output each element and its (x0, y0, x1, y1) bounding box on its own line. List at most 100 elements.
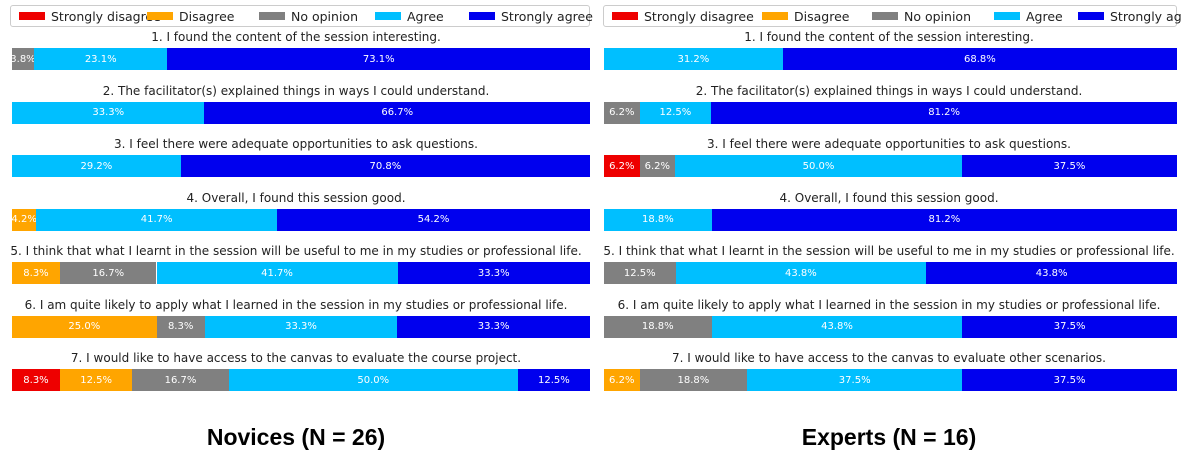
segment-label: 3.8% (12, 53, 34, 65)
segment-label: 37.5% (1053, 374, 1086, 386)
stacked-bar: 33.3% 66.7% (12, 101, 590, 124)
legend-item: Strongly disagree (19, 6, 161, 26)
bar-segment: 41.7% (156, 262, 398, 284)
segment-label: 50.0% (357, 374, 390, 386)
legend-label: Strongly agree (1110, 8, 1181, 24)
panel-title: Novices (N = 26) (206, 424, 386, 450)
bar-segment: 12.5% (604, 262, 676, 284)
segment-label: 23.1% (84, 53, 117, 65)
legend-swatch (469, 12, 495, 20)
legend-label: Disagree (179, 8, 235, 24)
bar-segment: 12.5% (639, 101, 712, 124)
legend-swatch (1078, 12, 1104, 20)
segment-label: 37.5% (838, 374, 871, 386)
question-title: 7. I would like to have access to the ca… (672, 351, 1106, 365)
legend-item: Agree (375, 6, 444, 26)
legend-swatch (612, 12, 638, 20)
bar-segment: 6.2% (604, 155, 640, 177)
segment-label: 18.8% (641, 214, 674, 225)
question-title: 4. Overall, I found this session good. (186, 190, 406, 205)
legend-label: Disagree (794, 8, 850, 24)
bar-segment: 18.8% (639, 369, 748, 391)
legend-item: Strongly agree (469, 6, 593, 26)
segment-label: 6.2% (609, 107, 635, 118)
legend-swatch (872, 12, 898, 20)
legend-item: Strongly agree (1078, 6, 1181, 26)
segment-label: 6.2% (644, 160, 671, 172)
segment-label: 12.5% (623, 267, 656, 279)
stacked-bar: 6.2% 12.5% 81.2% (604, 101, 1177, 124)
segment-label: 81.2% (928, 107, 960, 118)
bar-segment: 43.8% (675, 262, 927, 284)
segment-label: 66.7% (381, 107, 414, 118)
stacked-bar: 8.3% 12.5% 16.7% 50.0% 12.5% (12, 369, 590, 391)
stacked-bar: 18.8% 43.8% 37.5% (604, 315, 1177, 338)
question-title: 3. I feel there were adequate opportunit… (707, 137, 1071, 151)
bar-segment: 33.3% (204, 315, 398, 338)
segment-label: 33.3% (477, 267, 510, 279)
bar-segment: 23.1% (33, 48, 168, 70)
bar-segment: 3.8% (12, 48, 34, 70)
bar-segment: 43.8% (926, 262, 1177, 284)
legend-label: No opinion (904, 8, 971, 24)
legend-item: No opinion (259, 6, 358, 26)
bar-segment: 33.3% (397, 315, 590, 338)
bar-segment: 37.5% (962, 369, 1177, 391)
segment-label: 16.7% (164, 374, 197, 386)
legend-item: No opinion (872, 6, 971, 26)
segment-label: 50.0% (802, 160, 835, 172)
legend-label: No opinion (291, 8, 358, 24)
legend-label: Strongly disagree (51, 8, 161, 24)
bar-segment: 33.3% (12, 101, 205, 124)
segment-label: 43.8% (785, 267, 817, 279)
question-title: 5. I think that what I learnt in the ses… (10, 244, 582, 258)
bar-segment: 70.8% (180, 155, 590, 177)
stacked-bar: 8.3% 16.7% 41.7% 33.3% (12, 262, 590, 284)
segment-label: 33.3% (477, 321, 510, 332)
segment-label: 37.5% (1053, 321, 1086, 332)
bar-segment: 81.2% (711, 208, 1177, 231)
bar-segment: 12.5% (59, 369, 133, 391)
bar-segment: 37.5% (747, 369, 963, 391)
bar-segment: 6.2% (604, 101, 640, 124)
question-title: 2. The facilitator(s) explained things i… (695, 83, 1083, 98)
stacked-bar: 29.2% 70.8% (12, 155, 590, 177)
bar-segment: 29.2% (12, 155, 181, 177)
panel-title: Experts (N = 16) (801, 424, 977, 450)
stacked-bar: 25.0% 8.3% 33.3% 33.3% (12, 315, 590, 338)
legend-label: Strongly disagree (644, 8, 754, 24)
stacked-bar: 18.8% 81.2% (604, 208, 1177, 231)
bar-segment: 31.2% (604, 48, 783, 70)
stacked-bar: 6.2% 6.2% 50.0% 37.5% (604, 155, 1177, 177)
segment-label: 25.0% (68, 321, 101, 332)
legend-swatch (147, 12, 173, 20)
bar-segment: 25.0% (12, 315, 157, 338)
legend-item: Disagree (762, 6, 849, 26)
bar-segment: 8.3% (156, 315, 205, 338)
legend-swatch (994, 12, 1020, 20)
bar-segment: 43.8% (711, 315, 963, 338)
question-title: 1. I found the content of the session in… (151, 30, 441, 44)
legend-item: Agree (994, 6, 1063, 26)
stacked-bar: 12.5% 43.8% 43.8% (604, 262, 1177, 284)
experts-panel: Strongly disagree Disagree No opinion Agree… (597, 0, 1181, 454)
segment-label: 43.8% (821, 321, 853, 332)
bar-segment: 33.3% (397, 262, 590, 284)
question-title: 6. I am quite likely to apply what I lea… (24, 297, 568, 312)
bar-segment: 81.2% (711, 101, 1177, 124)
legend-label: Strongly agree (501, 8, 593, 24)
question-title: 2. The facilitator(s) explained things i… (102, 83, 490, 98)
bar-segment: 6.2% (639, 155, 676, 177)
bar-segment: 54.2% (277, 208, 590, 231)
segment-label: 37.5% (1053, 160, 1086, 172)
bar-segment: 18.8% (604, 208, 712, 231)
bar-segment: 37.5% (961, 155, 1177, 177)
stacked-bar: 3.8% 23.1% 73.1% (12, 48, 590, 70)
segment-label: 33.3% (92, 107, 125, 118)
segment-label: 31.2% (677, 53, 710, 65)
bar-segment: 16.7% (59, 262, 157, 284)
bar-segment: 50.0% (228, 369, 518, 391)
stacked-bar: 4.2% 41.7% 54.2% (12, 208, 590, 231)
bar-segment: 8.3% (12, 262, 60, 284)
segment-label: 6.2% (609, 374, 635, 386)
